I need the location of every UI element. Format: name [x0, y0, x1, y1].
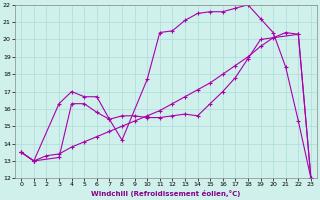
X-axis label: Windchill (Refroidissement éolien,°C): Windchill (Refroidissement éolien,°C) [92, 190, 241, 197]
